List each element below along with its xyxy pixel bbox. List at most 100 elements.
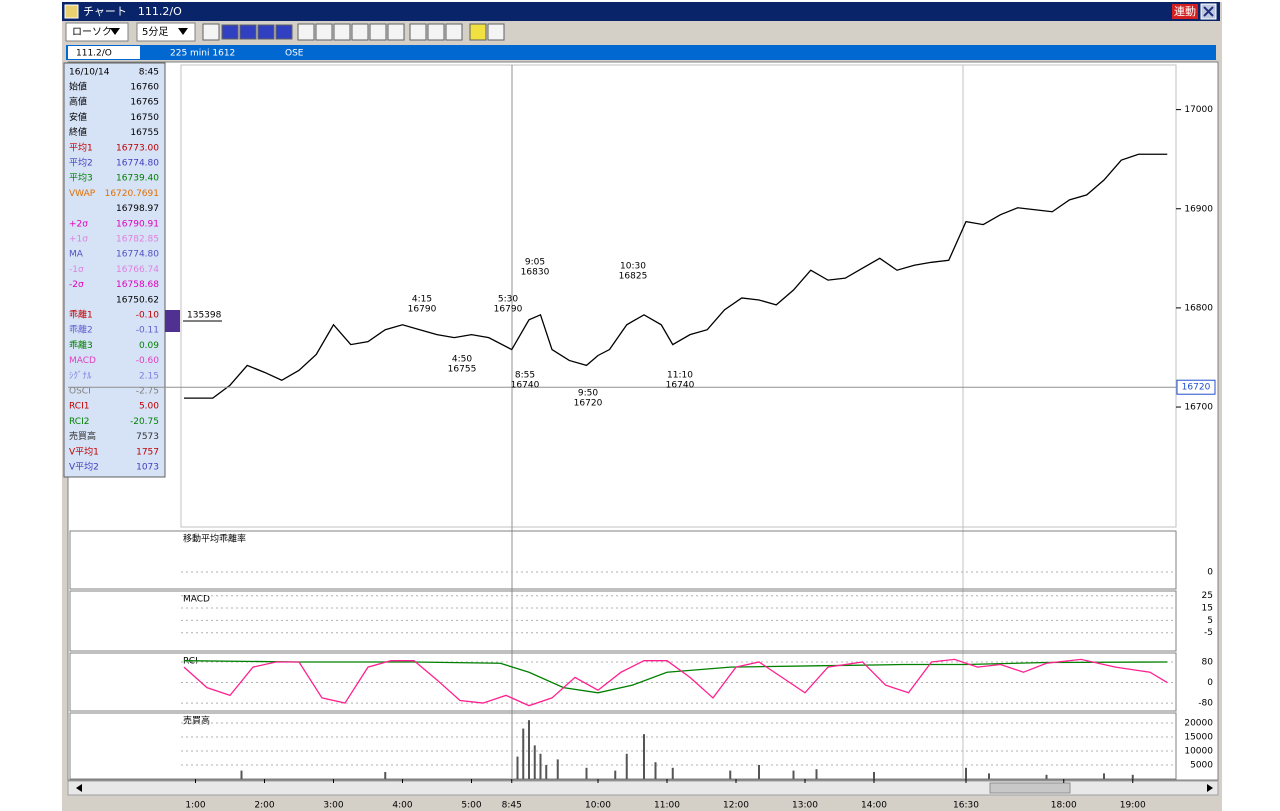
tool-icon[interactable]	[409, 23, 427, 41]
info-value: 16798.97	[116, 204, 159, 214]
info-label: 平均1	[69, 141, 93, 153]
info-label: 平均3	[69, 172, 93, 184]
info-label: 乖離3	[69, 339, 93, 351]
volume-bar	[545, 764, 548, 779]
y-tick-label: 0	[1207, 678, 1213, 688]
y-tick-label: 80	[1202, 657, 1214, 667]
x-tick-label: 3:00	[323, 801, 343, 811]
panel-title: 移動平均乖離率	[183, 533, 246, 545]
annotation-time: 11:10	[667, 371, 693, 381]
info-value: 7573	[136, 432, 159, 442]
tool-icon[interactable]	[445, 23, 463, 41]
y-tick-label: 25	[1202, 591, 1213, 601]
y-tick-label: 17000	[1184, 105, 1213, 115]
interval-label: 5分足	[142, 26, 168, 38]
x-tick-label: 8:45	[502, 801, 522, 811]
tool-icon[interactable]	[239, 24, 257, 40]
annotation-price: 16740	[511, 381, 540, 391]
scrollbar[interactable]	[67, 780, 1219, 796]
annotation-price: 16830	[521, 268, 550, 278]
indicator-line	[183, 658, 1168, 707]
info-value: 16755	[130, 128, 159, 138]
x-tick-label: 19:00	[1120, 801, 1146, 811]
main-plot	[180, 64, 1177, 528]
info-label: +2σ	[69, 219, 88, 229]
info-label: MA	[69, 250, 84, 260]
tool-icon[interactable]	[315, 23, 333, 41]
tool-icon[interactable]	[202, 23, 220, 41]
x-tick-label: 18:00	[1051, 801, 1077, 811]
info-value: 16760	[130, 83, 159, 93]
x-tick-label: 11:00	[654, 801, 680, 811]
info-value: 16765	[130, 98, 159, 108]
title-bar	[62, 2, 1220, 21]
info-label: ｼｸﾞﾅﾙ	[69, 370, 92, 381]
y-tick-label: -80	[1198, 699, 1213, 709]
tool-icon[interactable]	[469, 23, 487, 41]
y-tick-label: 0	[1207, 568, 1213, 578]
app-icon	[64, 4, 79, 19]
tool-icon[interactable]	[487, 23, 505, 41]
annotation-time: 9:50	[578, 389, 598, 399]
instrument-name: 225 mini 1612	[170, 49, 235, 59]
x-tick-label: 1:00	[185, 801, 205, 811]
volume-bar	[988, 773, 990, 779]
volume-bar	[614, 770, 617, 779]
info-label: 乖離1	[69, 309, 93, 321]
info-value: 1757	[136, 447, 159, 457]
tool-icon[interactable]	[333, 23, 351, 41]
x-tick-label: 16:30	[953, 801, 979, 811]
info-value: -0.60	[136, 356, 160, 366]
panel-title: RCI	[183, 657, 198, 667]
info-value: 16750.62	[116, 295, 159, 305]
interval-select[interactable]	[136, 22, 196, 42]
deviation-panel	[69, 530, 1177, 590]
info-value: -2.75	[136, 387, 159, 397]
info-label: 平均2	[69, 157, 93, 169]
x-tick-label: 5:00	[461, 801, 481, 811]
style-select[interactable]	[65, 22, 129, 42]
tool-icon[interactable]	[387, 23, 405, 41]
header-bar	[66, 45, 1216, 60]
tool-icon[interactable]	[297, 23, 315, 41]
volume-bar	[1045, 774, 1048, 779]
x-tick-label: 2:00	[254, 801, 274, 811]
info-label: RCI2	[69, 417, 89, 427]
tool-icon[interactable]	[221, 24, 239, 40]
volume-bar	[585, 767, 588, 779]
volume-bar	[539, 753, 542, 779]
info-label: -2σ	[69, 280, 84, 290]
tool-icon[interactable]	[427, 23, 445, 41]
tool-icon[interactable]	[369, 23, 387, 41]
annotation-time: 5:30	[498, 295, 518, 305]
volume-bar	[873, 771, 875, 779]
volume-bar	[625, 753, 628, 779]
info-label: 乖離2	[69, 324, 93, 336]
annotation-time: 10:30	[620, 262, 646, 272]
toolbar-icons	[202, 23, 505, 41]
tool-icon[interactable]	[275, 24, 293, 40]
info-value: 16750	[130, 113, 159, 123]
macd-panel	[69, 590, 1177, 652]
info-label: 始値	[69, 81, 87, 93]
sync-button[interactable]	[1172, 4, 1198, 19]
scroll-thumb[interactable]	[989, 782, 1071, 794]
annotation-price: 16740	[666, 381, 695, 391]
sync-label: 連動	[1174, 4, 1196, 18]
volume-bar	[965, 767, 967, 779]
info-value: -0.10	[136, 311, 160, 321]
tool-icon[interactable]	[351, 23, 369, 41]
x-tick-label: 14:00	[861, 801, 887, 811]
volume-bar	[729, 770, 732, 779]
y-tick-label: 16700	[1184, 403, 1213, 413]
volume-bar	[792, 770, 795, 779]
info-label: 終値	[69, 126, 87, 138]
dropdown-arrow	[110, 28, 120, 35]
annotation-price: 16720	[574, 399, 603, 409]
info-time: 8:45	[139, 68, 159, 78]
info-value: 2.15	[139, 371, 159, 381]
y-tick-label: 5000	[1190, 760, 1213, 770]
indicator-line	[183, 660, 1168, 694]
tool-icon[interactable]	[257, 24, 275, 40]
x-tick-label: 12:00	[723, 801, 749, 811]
